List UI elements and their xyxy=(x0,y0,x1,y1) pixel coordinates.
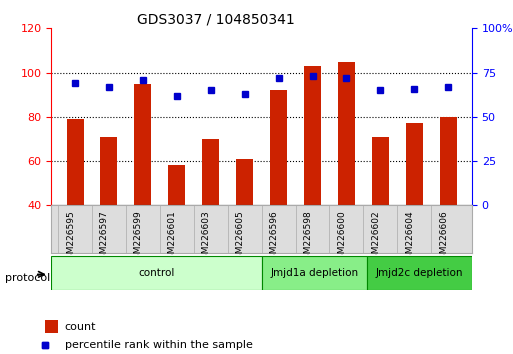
Text: GSM226606: GSM226606 xyxy=(439,210,448,265)
Text: GSM226599: GSM226599 xyxy=(134,210,143,265)
FancyBboxPatch shape xyxy=(51,256,262,290)
Bar xyxy=(338,62,355,205)
Text: GSM226598: GSM226598 xyxy=(304,210,312,265)
Bar xyxy=(101,137,117,205)
Bar xyxy=(270,90,287,205)
Text: Jmjd1a depletion: Jmjd1a depletion xyxy=(270,268,358,278)
FancyBboxPatch shape xyxy=(367,256,472,290)
Text: GSM226602: GSM226602 xyxy=(371,210,380,265)
Bar xyxy=(372,137,389,205)
Bar xyxy=(440,117,457,205)
Bar xyxy=(236,159,253,205)
Bar xyxy=(134,84,151,205)
Text: protocol: protocol xyxy=(5,273,50,283)
Bar xyxy=(406,124,423,205)
Text: GSM226604: GSM226604 xyxy=(405,210,415,265)
Bar xyxy=(45,320,58,333)
Text: GSM226595: GSM226595 xyxy=(66,210,75,265)
Bar xyxy=(168,166,185,205)
Bar xyxy=(202,139,219,205)
Text: GSM226605: GSM226605 xyxy=(235,210,245,265)
Text: GSM226601: GSM226601 xyxy=(168,210,177,265)
Text: percentile rank within the sample: percentile rank within the sample xyxy=(65,340,252,350)
Text: GSM226596: GSM226596 xyxy=(270,210,279,265)
Text: GSM226600: GSM226600 xyxy=(338,210,346,265)
Text: Jmjd2c depletion: Jmjd2c depletion xyxy=(376,268,463,278)
Text: GSM226597: GSM226597 xyxy=(100,210,109,265)
Text: GDS3037 / 104850341: GDS3037 / 104850341 xyxy=(136,12,294,27)
Bar xyxy=(67,119,84,205)
Text: GSM226603: GSM226603 xyxy=(202,210,211,265)
Bar xyxy=(304,66,321,205)
Text: count: count xyxy=(65,322,96,332)
Text: control: control xyxy=(139,268,174,278)
FancyBboxPatch shape xyxy=(262,256,367,290)
